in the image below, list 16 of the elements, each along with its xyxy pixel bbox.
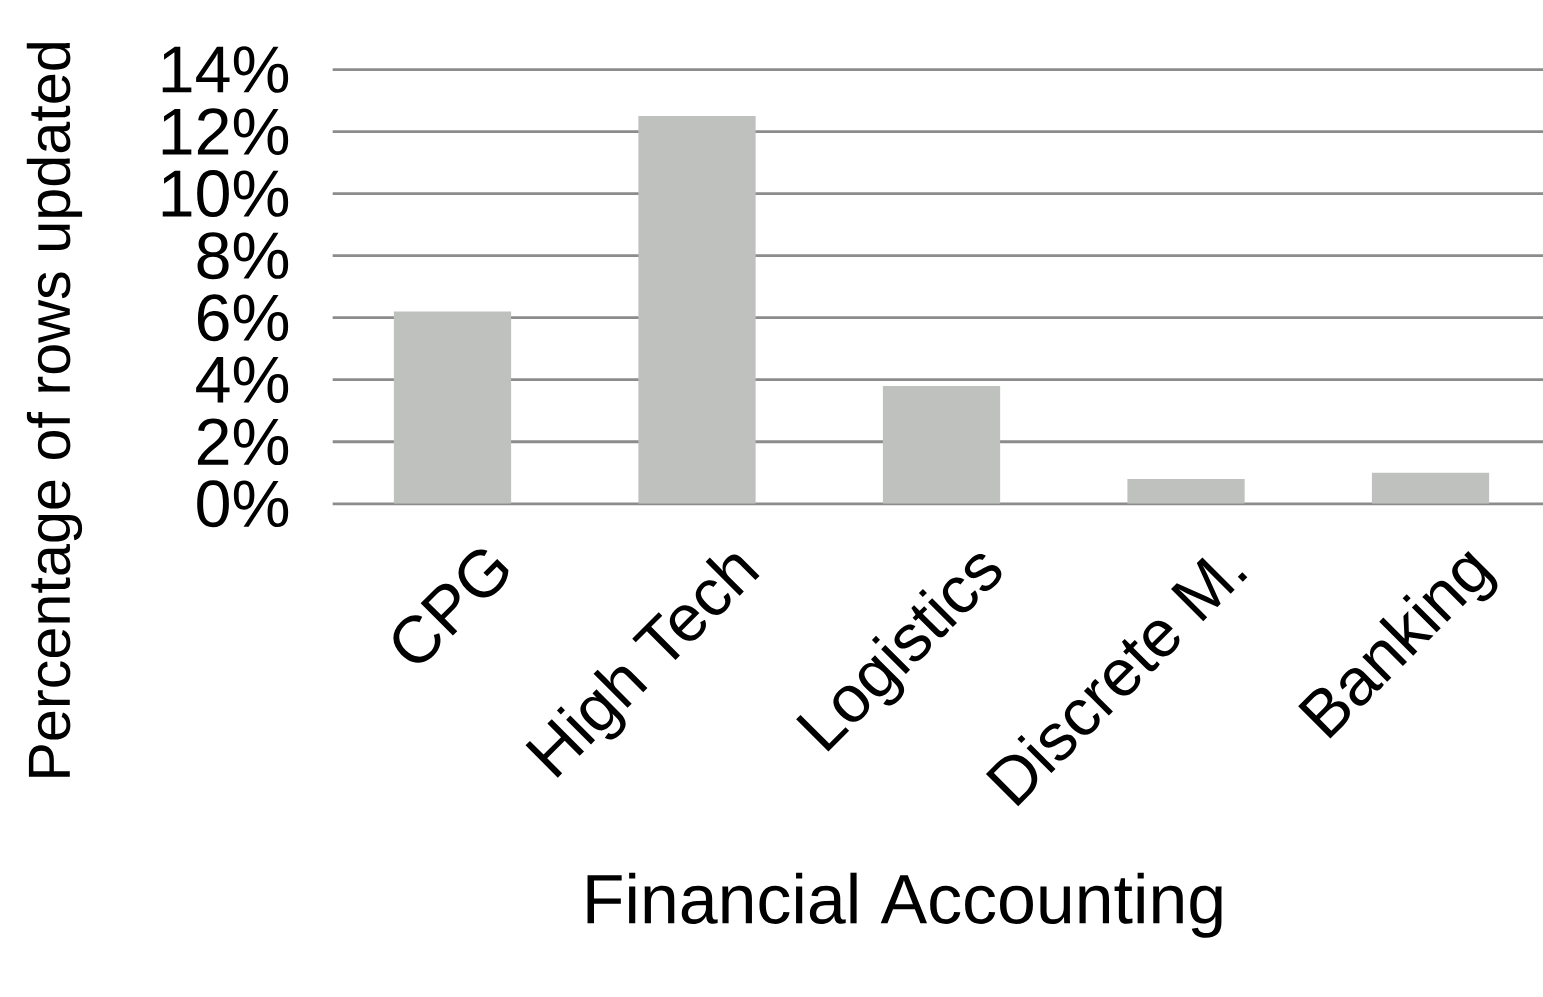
- bar: [1127, 479, 1245, 504]
- y-tick-label: 10%: [162, 170, 289, 218]
- y-tick-label: 0%: [197, 480, 289, 528]
- bar: [393, 311, 512, 504]
- x-axis-title: Financial Accounting: [587, 872, 1222, 938]
- x-tick-label: High Tech: [525, 554, 760, 778]
- bar: [1371, 472, 1490, 504]
- bar: [638, 116, 756, 504]
- y-axis-title: Percentage of rows updated: [26, 43, 83, 777]
- y-tick-label: 14%: [162, 46, 289, 93]
- y-tick-label: 6%: [197, 294, 289, 342]
- bar: [882, 386, 1001, 504]
- y-tick-label: 8%: [197, 232, 289, 280]
- y-tick-label: 12%: [162, 108, 289, 156]
- y-tick-label: 4%: [196, 356, 289, 404]
- y-tick-label: 2%: [197, 418, 289, 466]
